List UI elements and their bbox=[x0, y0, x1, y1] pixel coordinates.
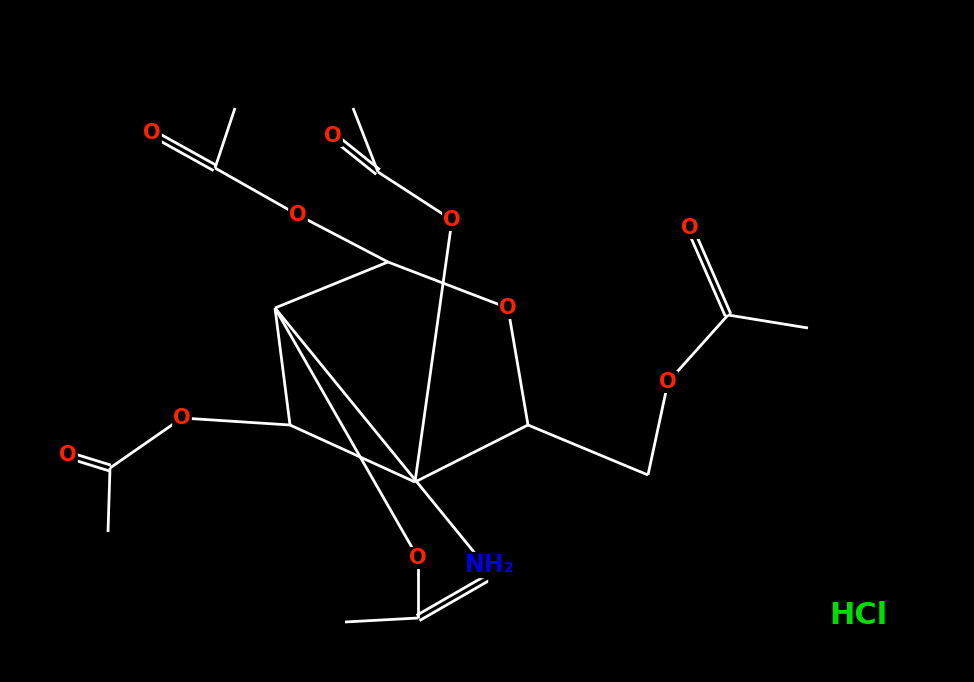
Text: HCl: HCl bbox=[829, 600, 887, 629]
Text: O: O bbox=[489, 562, 506, 582]
Text: O: O bbox=[173, 408, 191, 428]
Text: O: O bbox=[659, 372, 677, 392]
Text: O: O bbox=[59, 445, 77, 465]
Text: O: O bbox=[681, 218, 698, 238]
Text: O: O bbox=[500, 298, 517, 318]
Text: NH₂: NH₂ bbox=[465, 553, 515, 577]
Text: O: O bbox=[443, 210, 461, 230]
Text: O: O bbox=[324, 126, 342, 146]
Text: O: O bbox=[143, 123, 161, 143]
Text: O: O bbox=[289, 205, 307, 225]
Text: O: O bbox=[409, 548, 427, 568]
